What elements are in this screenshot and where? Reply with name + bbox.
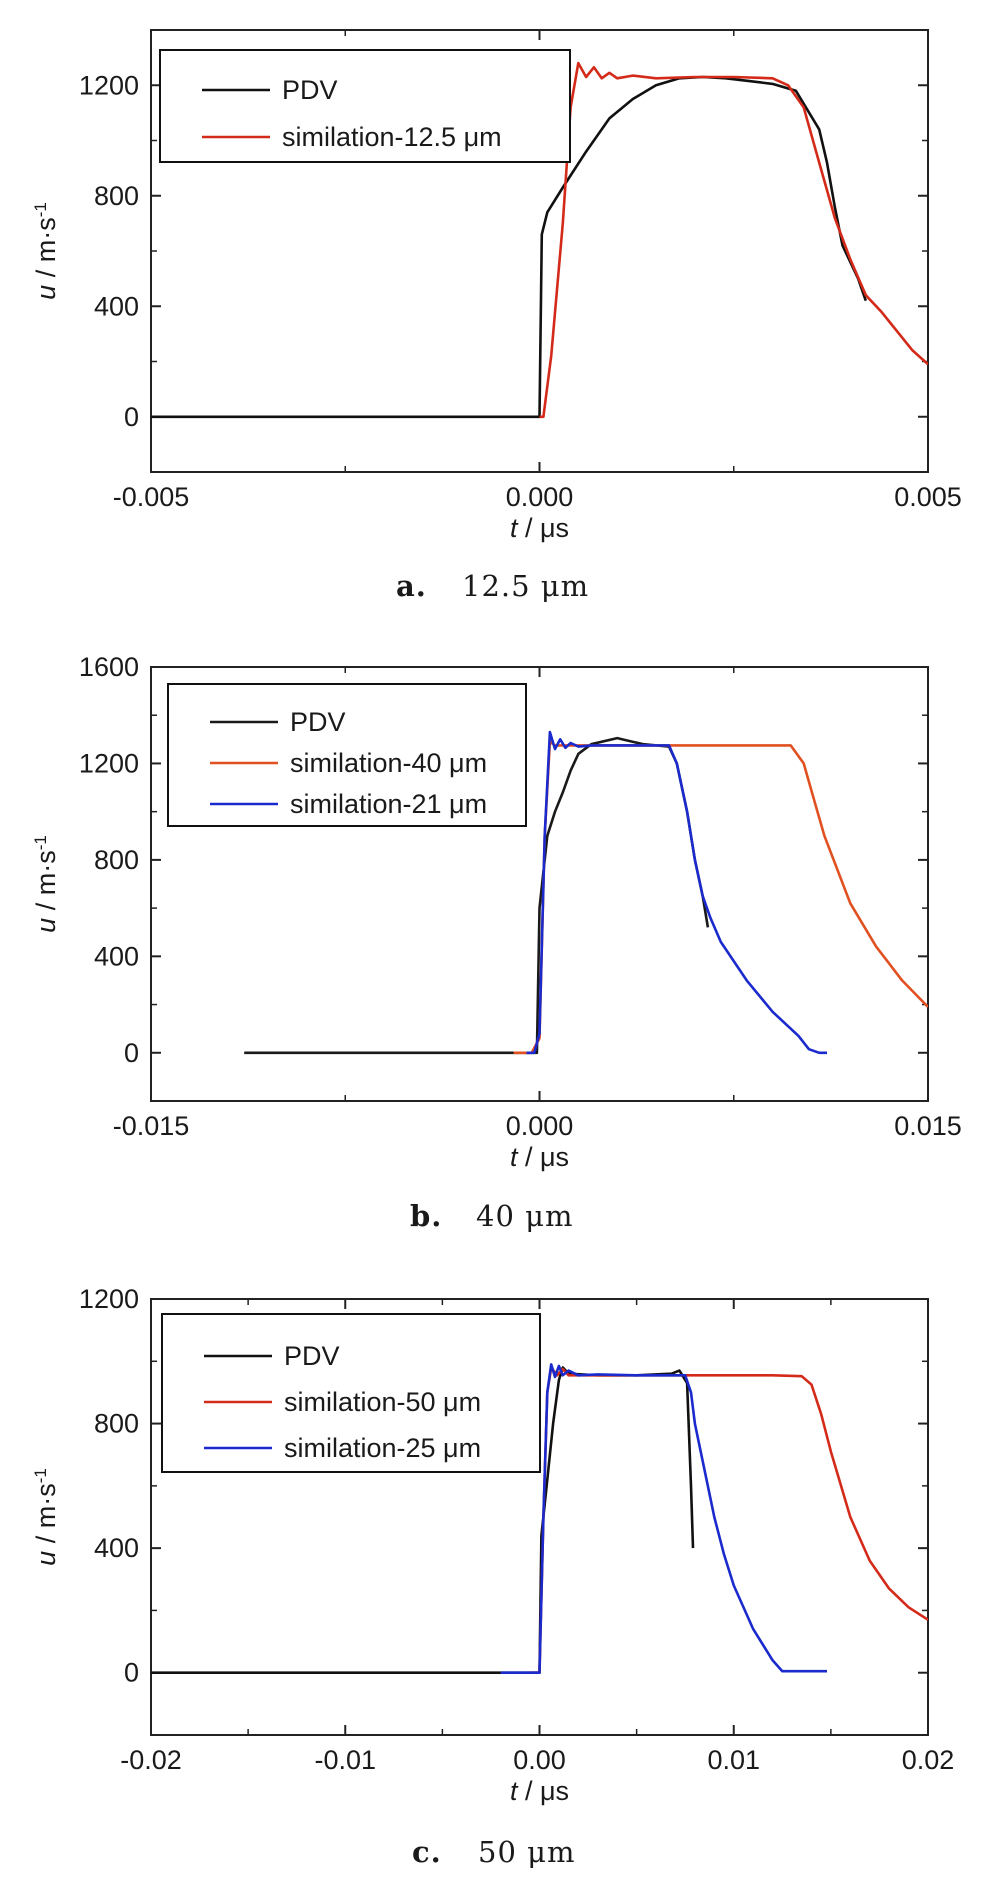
legend-label-similation-21-m: similation-21 μm [290,789,487,819]
y-tick-label: 800 [94,181,139,211]
y-tick-label: 1200 [79,70,139,100]
legend-label-pdv: PDV [284,1341,340,1371]
legend: PDV similation-40 μm similation-21 μm [167,683,527,827]
series-line-similation-25-m [500,1363,827,1674]
x-tick-label: 0.015 [894,1111,962,1141]
x-tick-label: 0.000 [506,1111,574,1141]
x-tick-label: -0.02 [120,1745,182,1775]
legend-box [159,49,571,163]
legend-box [161,1313,541,1473]
y-tick-label: 0 [124,1658,139,1688]
x-tick-label: 0.01 [707,1745,760,1775]
y-axis-label: u / m·s-1 [31,835,62,933]
series-line-similation-12-5-m [539,61,928,419]
x-tick-label: -0.015 [113,1111,190,1141]
caption-text: 12.5 μm [462,569,589,603]
x-axis-label: t / μs [510,1776,569,1806]
x-axis-label: t / μs [510,1142,569,1172]
x-tick-label: -0.01 [314,1745,376,1775]
legend-label-similation-25-m: similation-25 μm [284,1433,481,1463]
y-tick-label: 800 [94,1409,139,1439]
caption-letter: c. [412,1835,442,1869]
chart-panel-3: -0.02 -0.01 0.00 0.01 0.02 0 400 800 1200 PDV simi… [31,1284,955,1869]
caption-letter: a. [396,569,427,603]
y-tick-label: 1600 [79,652,139,682]
y-tick-label: 1200 [79,1284,139,1314]
y-tick-label: 800 [94,845,139,875]
y-tick-label: 400 [94,1533,139,1563]
y-tick-label: 0 [124,1038,139,1068]
caption-text: 50 μm [478,1835,575,1869]
series-line-similation-50-m [529,1366,928,1674]
y-axis-label: u / m·s-1 [31,202,62,300]
chart-panel-2: -0.015 0.000 0.015 0 400 800 1200 1600 PDV simila… [31,652,962,1233]
y-tick-label: 400 [94,291,139,321]
y-tick-label: 1200 [79,748,139,778]
x-tick-label: -0.005 [113,482,190,512]
x-tick-label: 0.02 [902,1745,955,1775]
legend: PDV similation-50 μm similation-25 μm [161,1313,541,1473]
legend-label-similation-50-m: similation-50 μm [284,1387,481,1417]
series-line-similation-40-m [513,740,928,1055]
y-axis-label: u / m·s-1 [31,1468,62,1566]
legend-label-pdv: PDV [282,75,338,105]
series-line-similation-21-m [526,730,827,1055]
legend-label-similation-12-5-m: similation-12.5 μm [282,122,502,152]
y-tick-label: 0 [124,402,139,432]
x-tick-label: 0.000 [506,482,574,512]
legend: PDV similation-12.5 μm [159,49,571,163]
caption-letter: b. [410,1199,442,1233]
x-tick-label: 0.00 [513,1745,566,1775]
x-tick-label: 0.005 [894,482,962,512]
y-tick-label: 400 [94,941,139,971]
legend-box [167,683,527,827]
chart-panel-1: -0.005 0.000 0.005 0 400 800 1200 PDV similation… [31,29,962,603]
legend-label-similation-40-m: similation-40 μm [290,748,487,778]
legend-label-pdv: PDV [290,707,346,737]
caption-text: 40 μm [476,1199,573,1233]
x-axis-label: t / μs [510,513,569,543]
